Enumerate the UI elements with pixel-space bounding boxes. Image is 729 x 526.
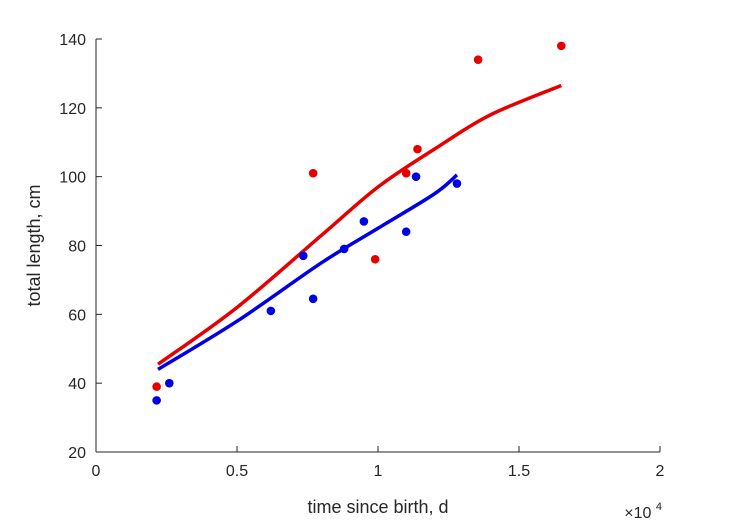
x-axis-ticks: 0 0.5 1 1.5 2 [92, 446, 665, 480]
y-tick-label: 20 [68, 445, 86, 462]
data-point-1 [308, 294, 318, 304]
x-tick-label: 1.5 [508, 463, 530, 480]
x-tick-label: 2 [656, 463, 665, 480]
data-point-0 [152, 382, 161, 391]
data-point-0 [401, 168, 411, 178]
y-tick-label: 140 [59, 32, 86, 49]
fit-curve-1 [157, 173, 459, 371]
data-point-0 [473, 55, 483, 64]
data-point-1 [452, 179, 462, 188]
data-point-1 [266, 306, 276, 316]
y-tick-label: 40 [68, 376, 86, 393]
x-axis-exponent: ×10 4 [624, 501, 662, 521]
y-tick-label: 120 [59, 101, 86, 118]
data-point-1 [152, 396, 161, 405]
data-point-1 [339, 244, 349, 254]
y-axis-label: total length, cm [24, 184, 44, 306]
x-tick-label: 1 [374, 463, 383, 480]
x-axis-label: time since birth, d [307, 497, 448, 517]
data-points [152, 41, 566, 405]
x-tick-label: 0 [92, 463, 101, 480]
data-point-1 [401, 227, 411, 237]
data-point-0 [308, 168, 318, 178]
data-point-1 [359, 217, 369, 226]
data-point-1 [298, 251, 308, 261]
data-point-1 [165, 378, 174, 388]
x-axis-exponent-power: 4 [656, 501, 662, 513]
fit-curve-0 [157, 83, 562, 366]
y-tick-label: 80 [68, 239, 86, 256]
x-tick-label: 0.5 [226, 463, 248, 480]
y-axis-ticks: 20 40 60 80 100 120 140 [59, 32, 102, 462]
y-tick-label: 60 [68, 307, 86, 324]
fit-curves [157, 83, 562, 371]
data-point-0 [370, 254, 380, 264]
data-point-0 [413, 144, 422, 154]
y-tick-label: 100 [59, 170, 86, 187]
axes: 0 0.5 1 1.5 2 20 40 60 80 100 120 140 [59, 32, 664, 480]
data-point-0 [557, 41, 566, 51]
x-axis-exponent-base: ×10 [624, 505, 651, 521]
data-point-1 [411, 172, 421, 181]
